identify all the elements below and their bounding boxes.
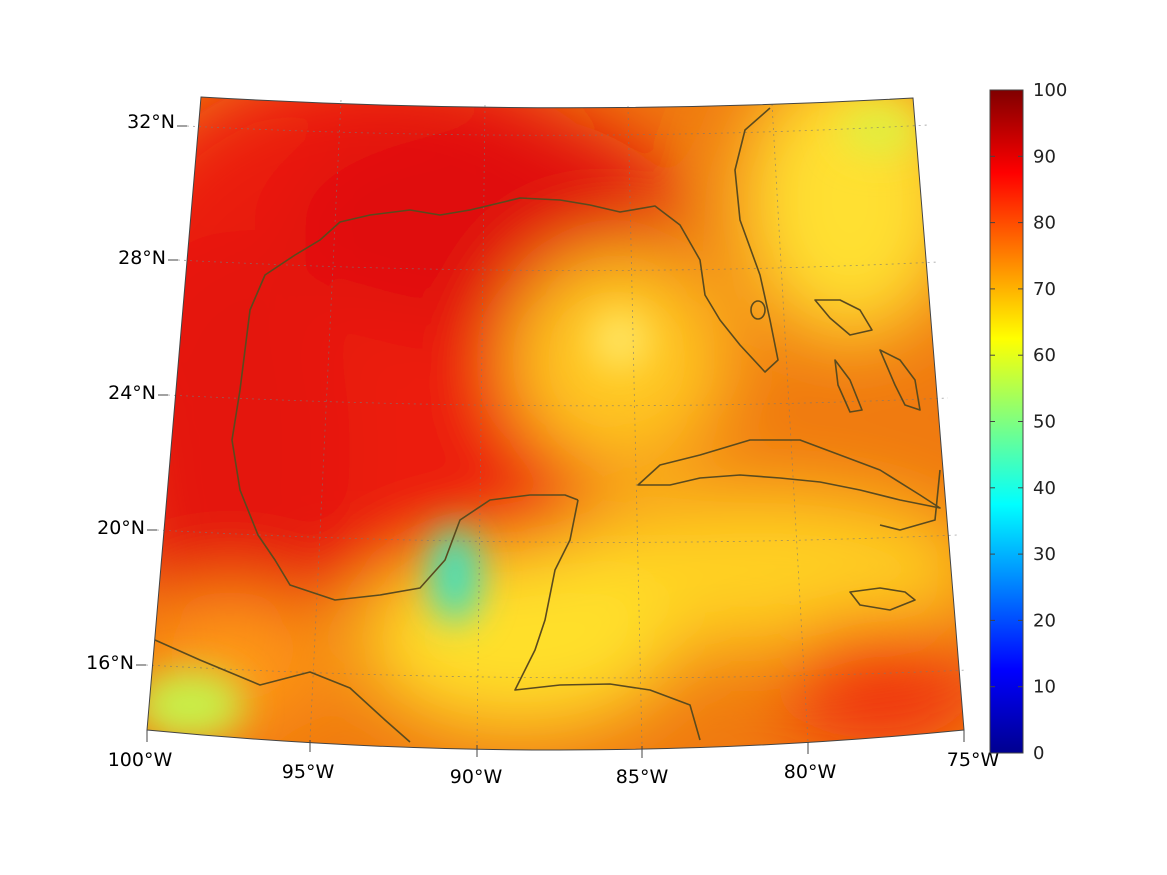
colorbar-tick-label: 100 xyxy=(1033,80,1067,101)
coastlines xyxy=(154,107,941,743)
map-frame xyxy=(146,96,965,751)
heatmap-field xyxy=(147,97,964,750)
lon-tick-label: 75°W xyxy=(947,749,1000,771)
latitude-labels: 32°N 28°N 24°N 20°N 16°N xyxy=(86,111,175,674)
lat-tick-label: 20°N xyxy=(97,517,145,539)
colorbar-tick-label: 40 xyxy=(1033,478,1056,499)
colorbar-tick-label: 90 xyxy=(1033,146,1056,167)
colorbar-tick-label: 30 xyxy=(1033,544,1056,565)
lon-tick-label: 100°W xyxy=(108,749,173,771)
lon-tick-label: 80°W xyxy=(784,761,837,783)
longitude-labels: 100°W 95°W 90°W 85°W 80°W 75°W xyxy=(108,749,1000,788)
lon-tick-label: 90°W xyxy=(450,766,503,788)
lon-tick-label: 85°W xyxy=(616,766,669,788)
colorbar-tick-label: 0 xyxy=(1033,743,1044,764)
colorbar-tick-label: 20 xyxy=(1033,610,1056,631)
colorbar-tick-label: 80 xyxy=(1033,213,1056,234)
colorbar-gradient xyxy=(989,89,1024,754)
colorbar-tick-label: 50 xyxy=(1033,412,1056,433)
colorbar-tick-label: 60 xyxy=(1033,345,1056,366)
colorbar-tick-label: 70 xyxy=(1033,279,1056,300)
lat-tick-label: 16°N xyxy=(86,652,134,674)
lat-tick-label: 28°N xyxy=(118,247,166,269)
lon-tick-label: 95°W xyxy=(282,761,335,783)
colorbar: 0 10 20 30 40 50 60 70 80 90 100 xyxy=(989,80,1067,764)
colorbar-tick-label: 10 xyxy=(1033,677,1056,698)
graticule-lines xyxy=(145,99,968,747)
colorbar-ticks: 0 10 20 30 40 50 60 70 80 90 100 xyxy=(990,80,1067,764)
axis-ticks xyxy=(136,125,965,758)
lat-tick-label: 32°N xyxy=(127,111,175,133)
lat-tick-label: 24°N xyxy=(108,382,156,404)
